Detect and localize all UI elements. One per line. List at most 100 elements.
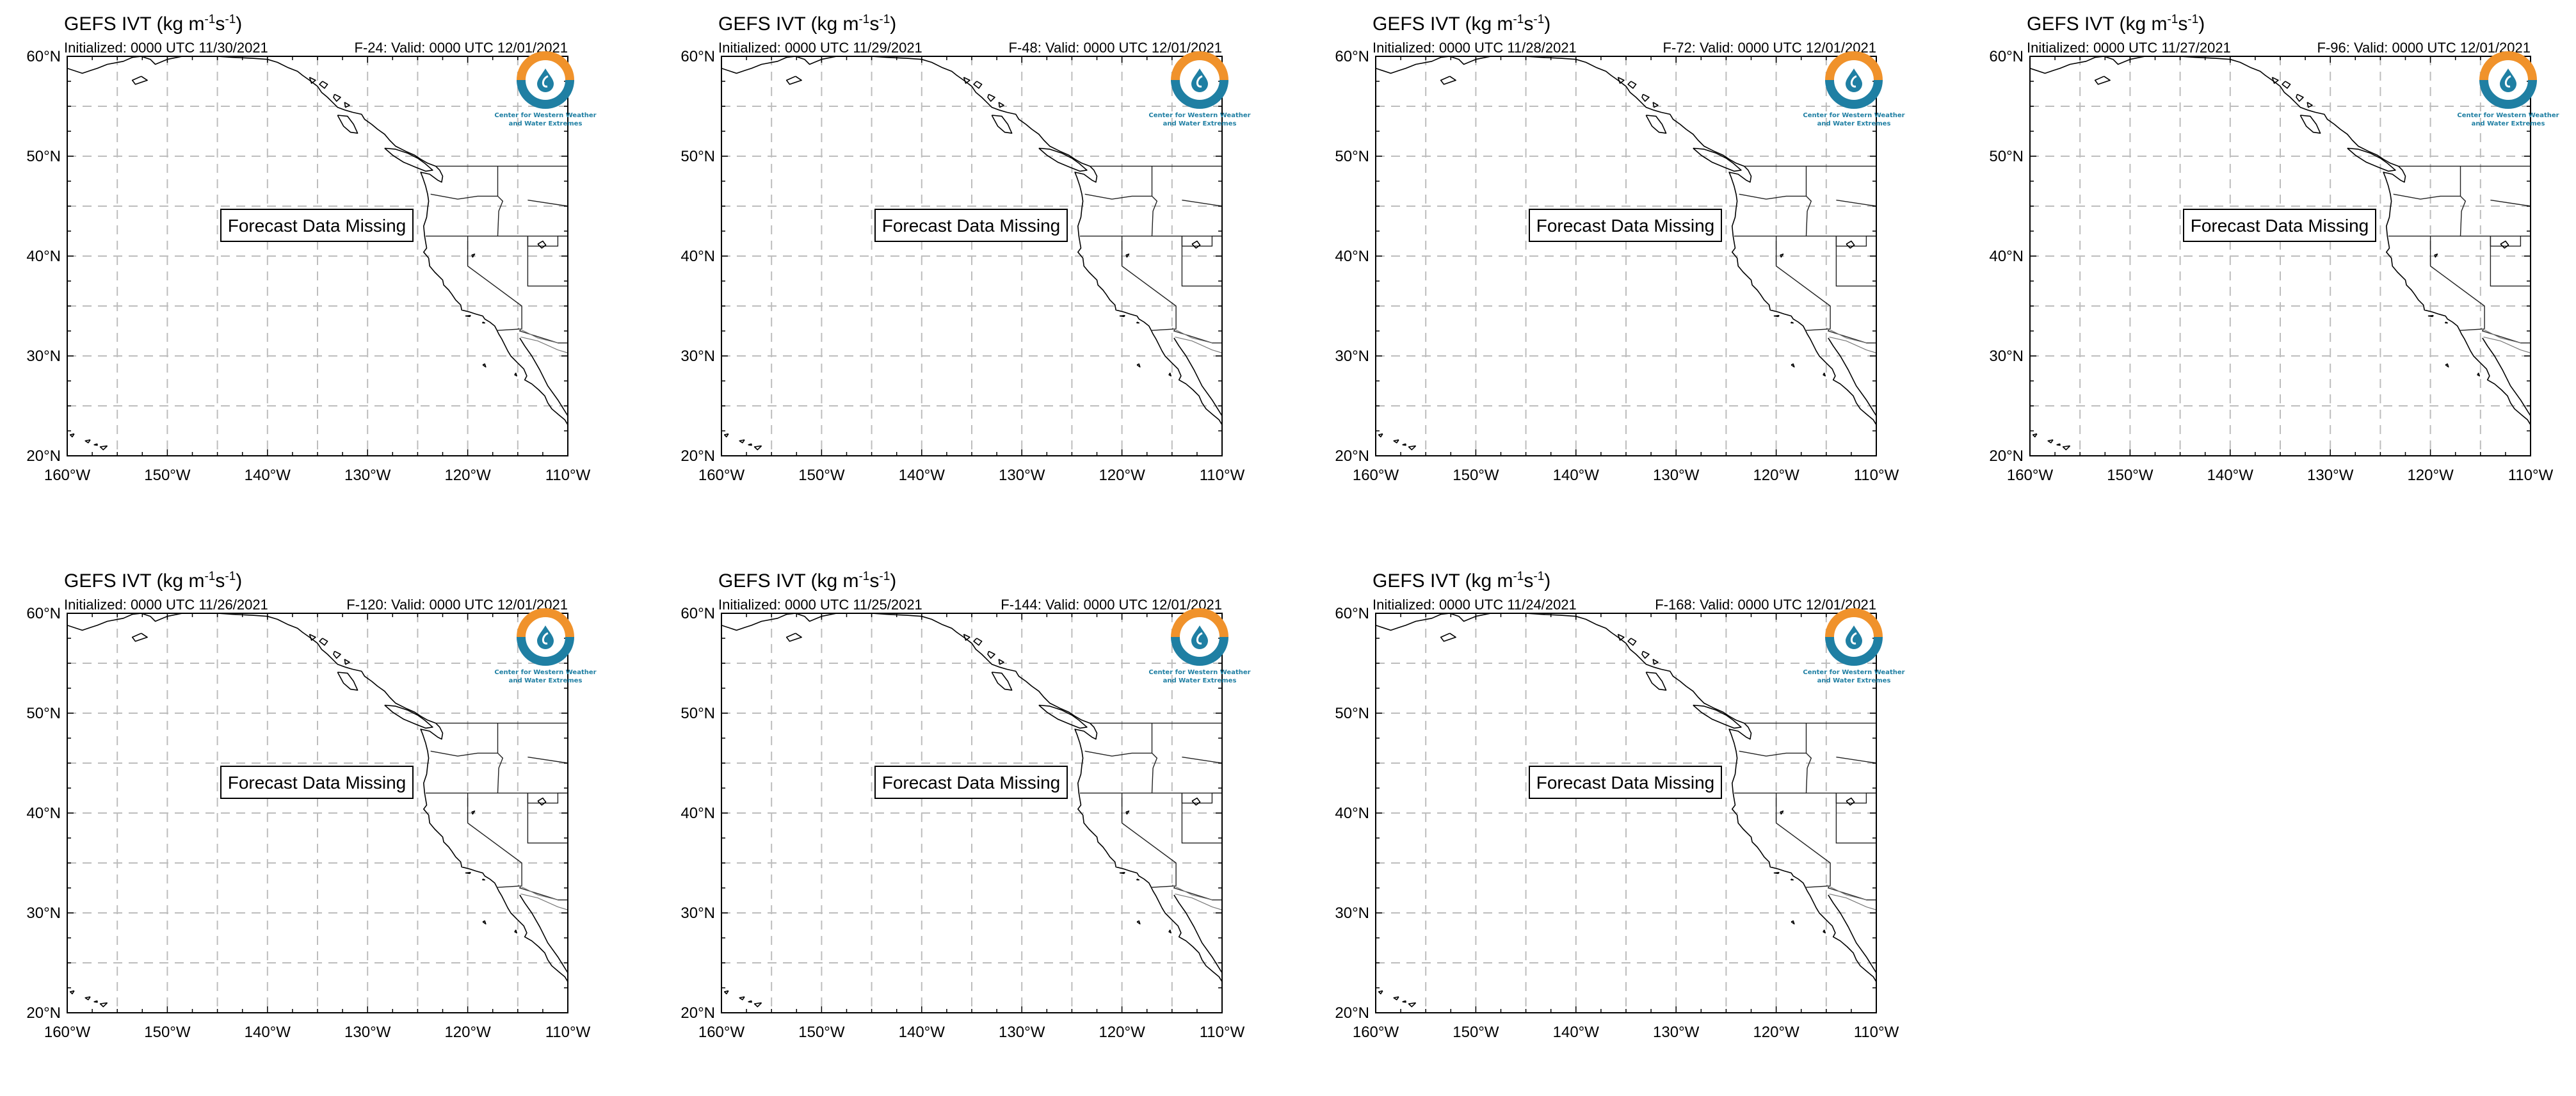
state-border	[1175, 893, 1222, 910]
map: 60°N 50°N 40°N 30°N 20°N 160°W 150°W 140°W 130°W…	[1335, 605, 1904, 1041]
island	[309, 77, 316, 84]
political-border	[2490, 236, 2531, 247]
island	[384, 147, 433, 172]
lat-tick-label: 30°N	[26, 905, 61, 922]
island	[482, 363, 487, 367]
lon-tick-label: 110°W	[1854, 1024, 1899, 1041]
lon-tick-label: 110°W	[545, 467, 591, 484]
island	[963, 634, 970, 641]
valid-time-label: F-168: Valid: 0000 UTC 12/01/2021	[1655, 597, 1876, 613]
lon-tick-label: 110°W	[545, 1024, 591, 1041]
valid-time-label: F-48: Valid: 0000 UTC 12/01/2021	[1008, 40, 1222, 56]
lon-tick-label: 150°W	[798, 467, 845, 484]
political-border	[1835, 793, 1876, 844]
lat-tick-label: 20°N	[1335, 447, 1369, 465]
political-border	[527, 199, 568, 207]
island	[2062, 445, 2071, 451]
island	[319, 638, 328, 646]
island	[1627, 638, 1637, 646]
island	[723, 990, 729, 995]
initialized-label: Initialized: 0000 UTC 11/29/2021	[718, 40, 922, 56]
forecast-panel: GEFS IVT (kg m-1s-1) Initialized: 0000 UT…	[1335, 570, 1949, 1095]
map: 60°N 50°N 40°N 30°N 20°N 160°W 150°W 140°W 130°W…	[26, 605, 596, 1041]
valid-time-label: F-24: Valid: 0000 UTC 12/01/2021	[354, 40, 568, 56]
island	[2347, 147, 2396, 172]
lat-tick-label: 30°N	[1335, 348, 1369, 365]
lake	[1780, 254, 1784, 258]
lon-tick-label: 160°W	[698, 467, 745, 484]
title-superscript: -1	[879, 570, 890, 583]
lon-tick-label: 150°W	[1453, 467, 1499, 484]
political-border	[1150, 885, 1222, 901]
state-border	[517, 327, 558, 344]
title-superscript: -1	[204, 570, 216, 583]
lon-tick-label: 120°W	[444, 467, 491, 484]
island	[131, 633, 148, 642]
island	[785, 76, 802, 85]
island	[991, 115, 1013, 134]
title-prefix: GEFS IVT (kg m	[2027, 13, 2168, 35]
lon-tick-label: 160°W	[1353, 467, 1399, 484]
island	[69, 990, 75, 995]
title-superscript: -1	[879, 13, 890, 26]
political-border	[425, 793, 522, 886]
island	[384, 704, 433, 729]
island	[99, 445, 108, 451]
gulf-coastline	[1173, 337, 1222, 417]
political-border	[1805, 885, 1876, 901]
title-mid: s	[869, 13, 880, 35]
political-border	[1836, 756, 1876, 764]
map: 60°N 50°N 40°N 30°N 20°N 160°W 150°W 140°W 130°W…	[1989, 48, 2559, 484]
lat-tick-label: 30°N	[1989, 348, 2024, 365]
title-mid: s	[215, 570, 225, 592]
forecast-missing-text: Forecast Data Missing	[228, 216, 407, 236]
forecast-missing-box: Forecast Data Missing	[874, 766, 1068, 799]
island	[514, 930, 517, 933]
logo-line-1: Center for Western Weather	[1803, 112, 1904, 119]
island	[514, 373, 517, 376]
lake	[537, 240, 547, 249]
lon-tick-label: 130°W	[1653, 1024, 1700, 1041]
graticule	[1376, 56, 1876, 456]
island	[113, 455, 115, 456]
forecast-panel: GEFS IVT (kg m-1s-1) Initialized: 0000 UT…	[26, 13, 640, 538]
axis-ticks	[721, 613, 1223, 1013]
island	[1136, 363, 1141, 367]
lat-tick-label: 30°N	[680, 905, 715, 922]
lon-tick-label: 140°W	[2207, 467, 2254, 484]
island	[2047, 439, 2054, 444]
title-suffix: )	[236, 13, 243, 35]
lat-tick-label: 50°N	[680, 148, 715, 165]
island	[1773, 315, 1780, 318]
political-border	[527, 793, 568, 804]
lon-tick-label: 160°W	[44, 467, 91, 484]
island	[309, 634, 316, 641]
lon-tick-label: 160°W	[2007, 467, 2054, 484]
gulf-coastline	[519, 894, 568, 974]
valid-time-label: F-144: Valid: 0000 UTC 12/01/2021	[1001, 597, 1222, 613]
island	[1038, 704, 1088, 729]
logo-line-1: Center for Western Weather	[494, 112, 596, 119]
political-border	[2388, 236, 2485, 329]
valid-time-label: F-120: Valid: 0000 UTC 12/01/2021	[346, 597, 568, 613]
title-superscript: -1	[225, 570, 236, 583]
title-suffix: )	[236, 570, 243, 592]
island	[1773, 872, 1780, 874]
graticule	[1376, 613, 1876, 1013]
lon-tick-label: 160°W	[698, 1024, 745, 1041]
state-border	[520, 336, 568, 353]
title-suffix: )	[1544, 570, 1551, 592]
panel-title: GEFS IVT (kg m-1s-1)	[2027, 13, 2205, 35]
forecast-missing-box: Forecast Data Missing	[874, 209, 1068, 242]
political-border	[496, 885, 568, 901]
island	[1136, 920, 1141, 924]
lake	[1125, 254, 1130, 258]
logo-line-2: and Water Extremes	[1163, 120, 1237, 127]
lon-tick-label: 150°W	[1453, 1024, 1499, 1041]
logo-line-1: Center for Western Weather	[494, 669, 596, 676]
panel-title: GEFS IVT (kg m-1s-1)	[64, 13, 242, 35]
lat-tick-label: 40°N	[680, 805, 715, 822]
island	[723, 433, 729, 438]
